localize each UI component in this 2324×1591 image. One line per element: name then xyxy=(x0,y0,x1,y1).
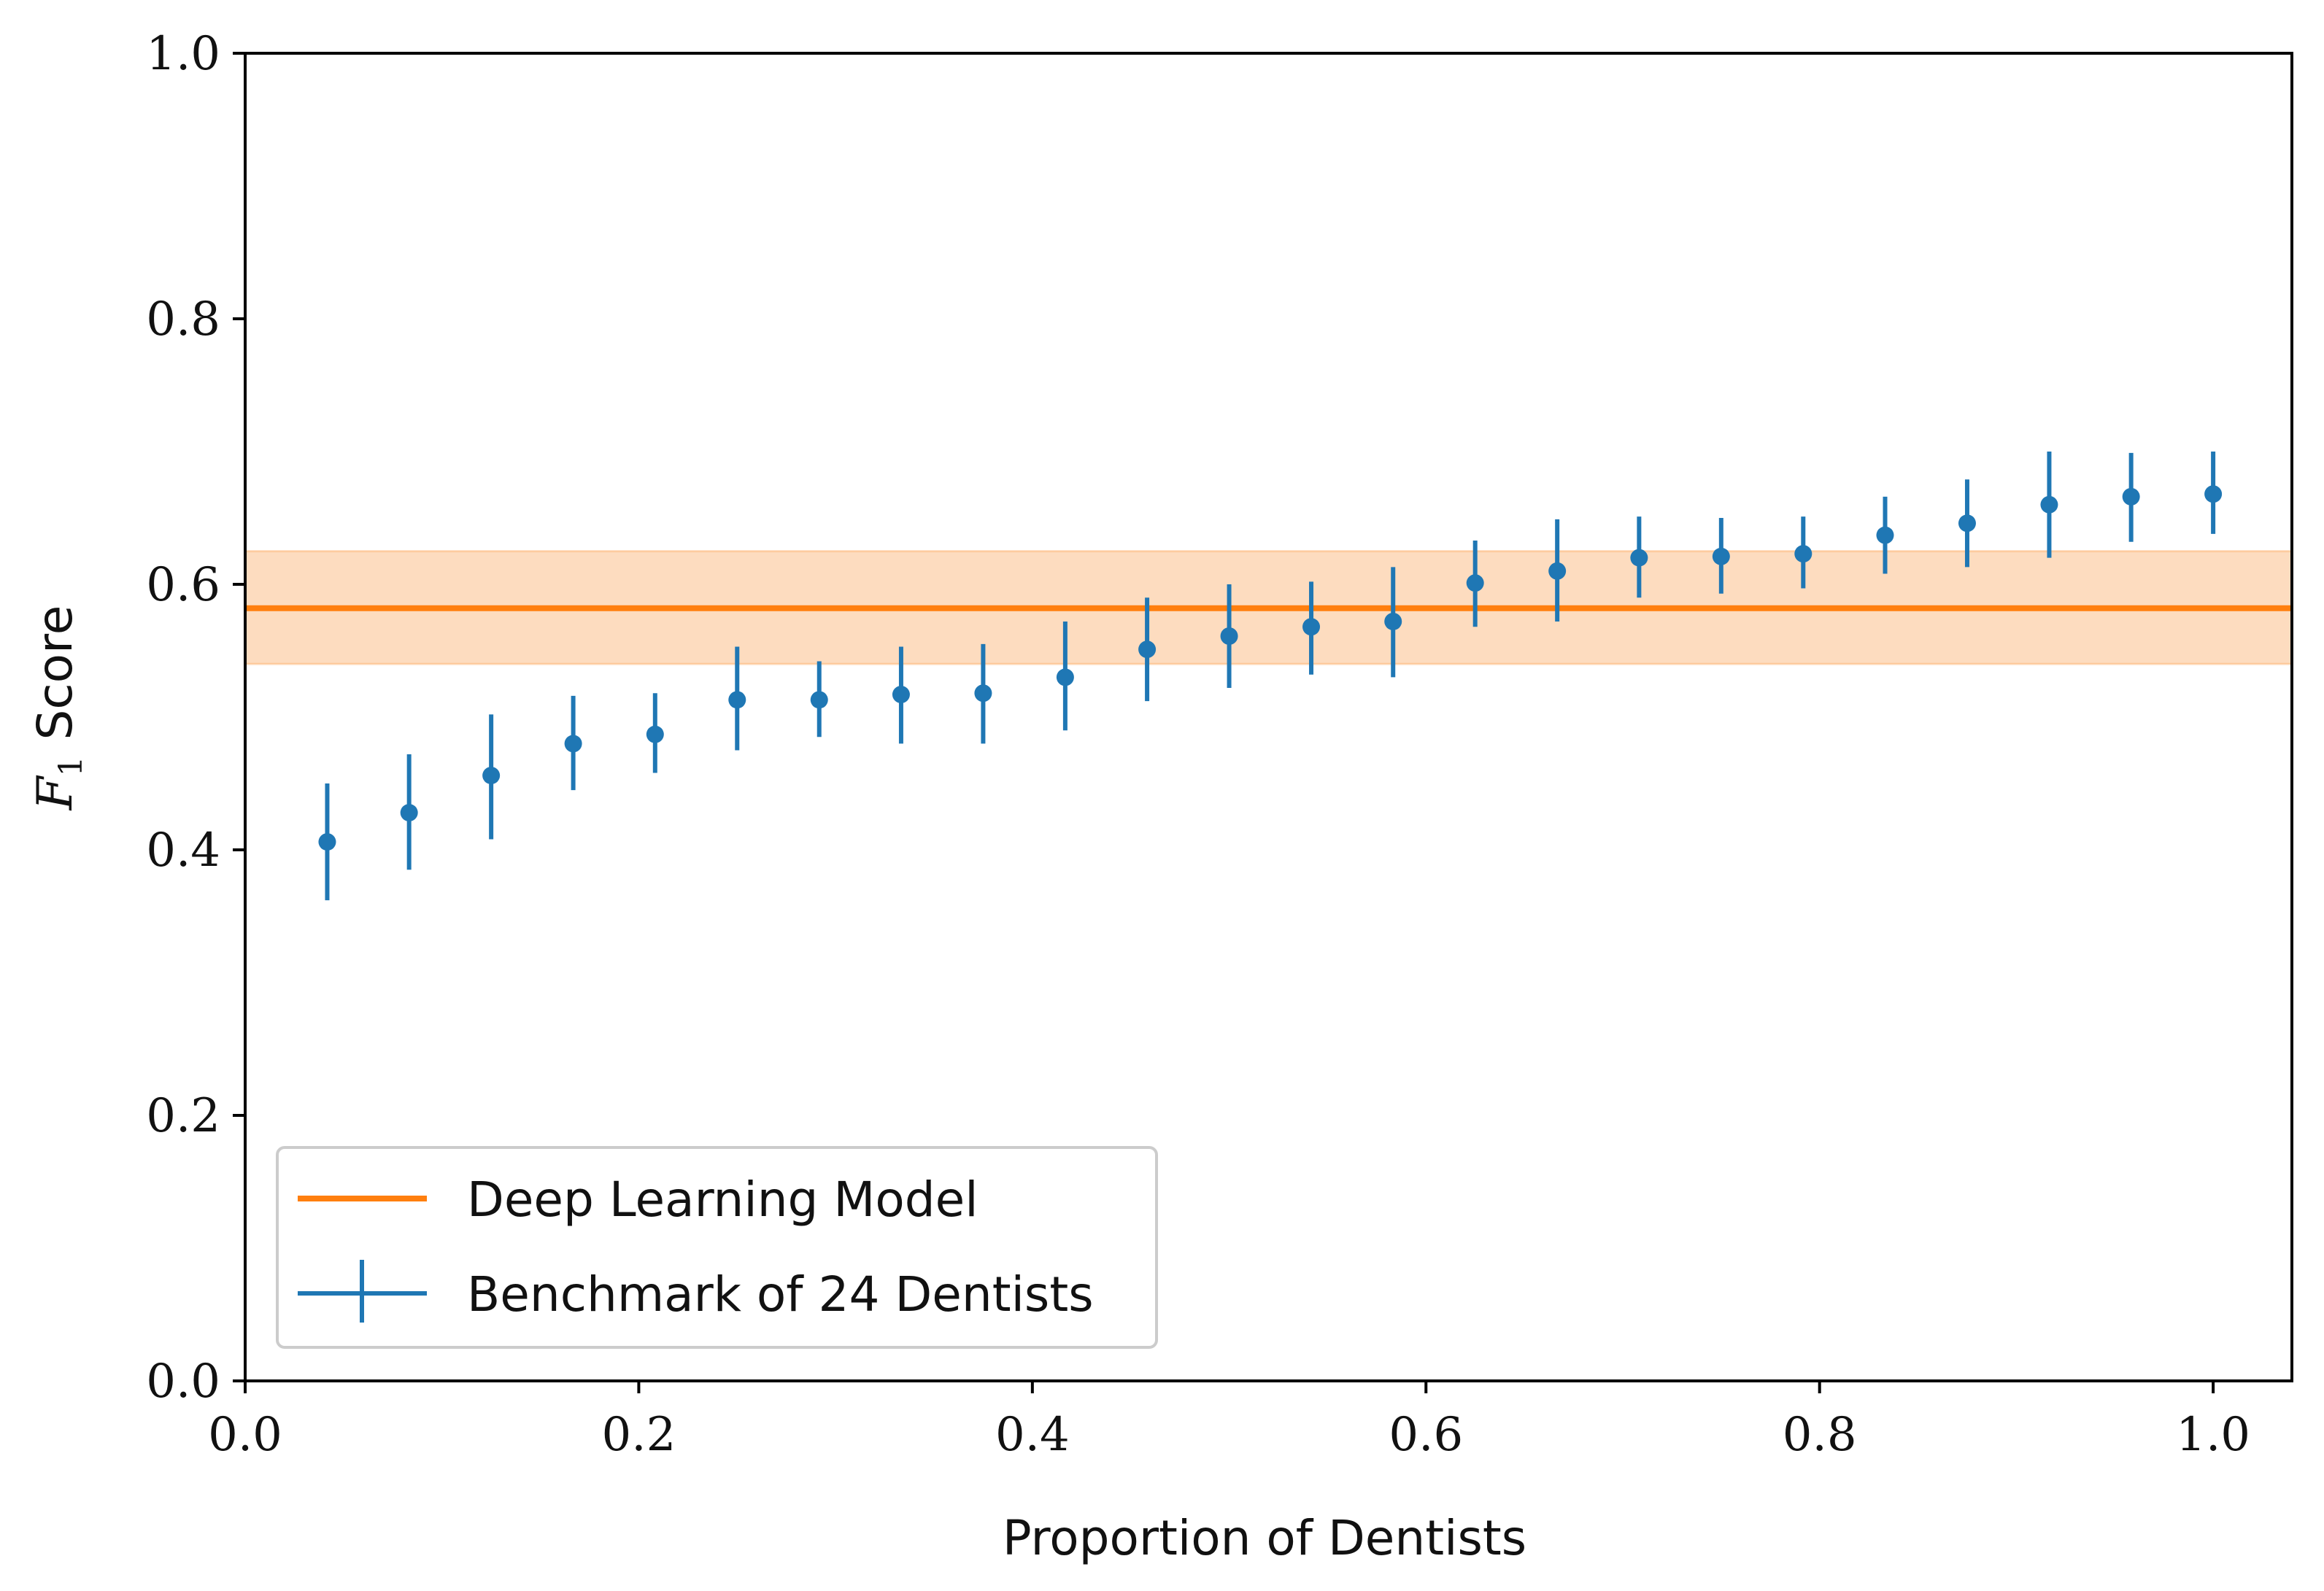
dentist-point xyxy=(400,804,418,822)
x-axis-label: Proportion of Dentists xyxy=(1003,1510,1526,1566)
dentist-point xyxy=(1630,549,1648,567)
dentist-point xyxy=(1712,547,1730,565)
x-tick-label: 1.0 xyxy=(2176,1408,2250,1462)
legend-box xyxy=(276,1146,1158,1349)
dentist-point xyxy=(1138,640,1157,659)
dentist-point xyxy=(1794,545,1813,563)
x-tick-label: 0.4 xyxy=(995,1408,1070,1462)
dentist-point xyxy=(2122,487,2140,506)
dentist-point xyxy=(892,686,910,704)
dentist-point xyxy=(646,725,664,743)
dentist-point xyxy=(1466,574,1484,592)
dentist-point xyxy=(1548,562,1567,580)
x-tick-label: 0.2 xyxy=(602,1408,676,1462)
x-tick-label: 0.8 xyxy=(1783,1408,1857,1462)
y-axis-label-text: Score xyxy=(27,605,83,740)
dentist-point xyxy=(1384,612,1402,630)
y-tick-label: 0.6 xyxy=(146,558,220,612)
dentist-point xyxy=(1302,618,1321,636)
legend-swatch-dentists xyxy=(298,1260,427,1323)
y-tick-label: 1.0 xyxy=(146,27,220,81)
y-axis-label-subscript: 1 xyxy=(53,756,90,777)
axes: 0.0 0.2 0.4 0.6 0.8 1.0 0.0 0.2 0.4 0.6 0.8 1.0 xyxy=(146,27,2293,1462)
dentist-point xyxy=(810,691,828,709)
dentist-point xyxy=(564,735,582,753)
dentist-point xyxy=(1876,526,1894,544)
y-tick-label: 0.2 xyxy=(146,1089,220,1143)
legend-label-dentists: Benchmark of 24 Dentists xyxy=(467,1266,1094,1323)
dentist-point xyxy=(1056,668,1074,686)
dentist-point xyxy=(2204,485,2223,503)
dentist-point xyxy=(482,767,501,785)
x-tick-label: 0.6 xyxy=(1389,1408,1463,1462)
plot-area xyxy=(245,452,2292,901)
legend: Deep Learning Model Benchmark of 24 Dent… xyxy=(276,1146,1158,1349)
x-tick-label: 0.0 xyxy=(208,1408,282,1462)
dentist-point xyxy=(318,833,336,851)
dentist-point xyxy=(728,691,746,709)
y-tick-label: 0.0 xyxy=(146,1355,220,1409)
y-tick-label: 0.8 xyxy=(146,293,220,347)
legend-label-deep-learning: Deep Learning Model xyxy=(467,1172,978,1228)
dentist-point xyxy=(974,684,992,702)
svg-text:F1Score: F1 Score xyxy=(27,605,90,811)
dentist-point xyxy=(2040,495,2058,514)
dentist-point xyxy=(1958,514,1976,533)
plot-frame xyxy=(244,52,2293,1382)
y-axis-label: F1 Score xyxy=(27,605,90,811)
y-tick-label: 0.4 xyxy=(146,824,220,878)
dentist-point xyxy=(1220,627,1238,645)
y-axis-label-symbol: F xyxy=(27,775,83,810)
